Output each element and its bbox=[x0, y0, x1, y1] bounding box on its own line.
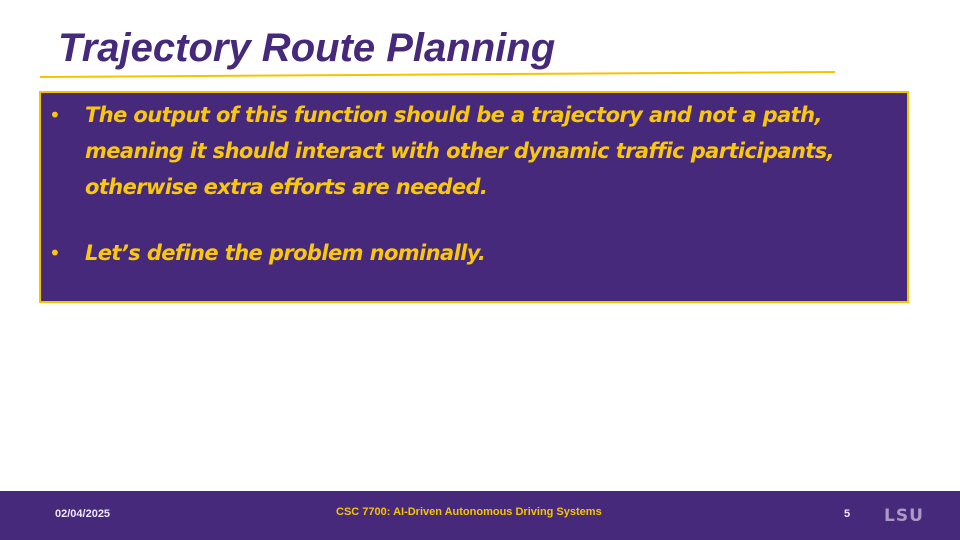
footer-course-title: CSC 7700: AI-Driven Autonomous Driving S… bbox=[336, 506, 602, 518]
content-box: • The output of this function should be … bbox=[39, 91, 909, 303]
slide-title: Trajectory Route Planning bbox=[58, 26, 556, 70]
bullet-marker: • bbox=[49, 241, 61, 265]
footer-date: 02/04/2025 bbox=[55, 508, 111, 520]
slide-footer: 02/04/2025 CSC 7700: AI-Driven Autonomou… bbox=[0, 491, 960, 540]
bullet-item: • The output of this function should be … bbox=[41, 97, 907, 205]
page-number: 5 bbox=[844, 508, 851, 520]
bullet-text: The output of this function should be a … bbox=[85, 103, 835, 199]
title-underline bbox=[40, 71, 835, 78]
bullet-marker: • bbox=[49, 103, 61, 127]
bullet-item: • Let’s define the problem nominally. bbox=[41, 235, 907, 271]
bullet-text: Let’s define the problem nominally. bbox=[85, 241, 486, 265]
lsu-logo: LSU bbox=[884, 506, 924, 526]
bullet-list: • The output of this function should be … bbox=[41, 97, 907, 271]
